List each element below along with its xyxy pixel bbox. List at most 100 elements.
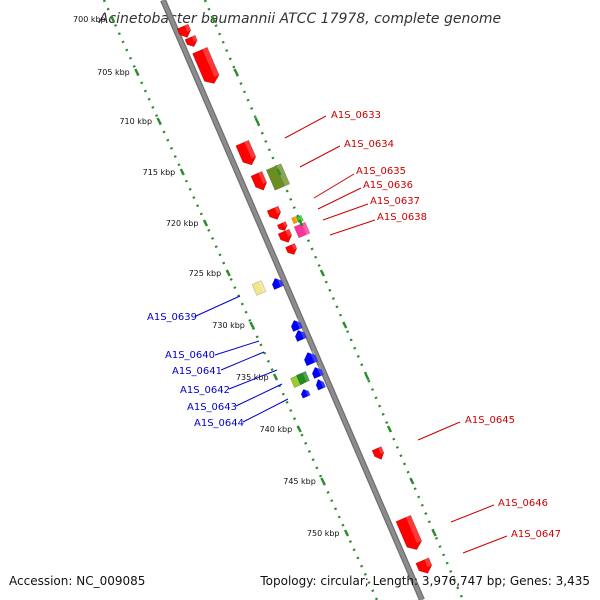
gene-label-leader-line xyxy=(417,421,461,441)
gene-feature-highlight xyxy=(258,280,266,293)
gene-feature-8 xyxy=(276,221,288,232)
tick-label: 735 kbp xyxy=(236,373,269,382)
outer-tick-mark xyxy=(298,219,304,227)
gene-feature-highlight xyxy=(316,365,324,376)
gene-feature-highlight xyxy=(405,515,422,543)
outer-tick-mark xyxy=(276,168,282,176)
inner-tick-mark xyxy=(179,168,185,176)
gene-label-leader-line xyxy=(317,187,362,210)
outer-tick-mark xyxy=(431,529,437,537)
gene-feature-11 xyxy=(293,221,311,239)
gene-feature-26 xyxy=(415,557,433,574)
gene-label-leader-line xyxy=(284,115,327,139)
gene-label: A1S_0642 xyxy=(180,385,230,396)
outer-tick-mark xyxy=(364,373,370,381)
gene-feature-highlight xyxy=(291,243,297,250)
gene-feature-20 xyxy=(315,378,327,391)
gene-label-leader-line xyxy=(220,351,265,371)
gene-feature-12 xyxy=(277,228,293,243)
tick-label: 715 kbp xyxy=(143,168,176,177)
tick-label: 700 kbp xyxy=(73,15,106,24)
gene-feature-highlight xyxy=(258,171,267,184)
gene-label: A1S_0635 xyxy=(356,166,406,177)
gene-label-leader-line xyxy=(299,145,341,168)
gene-label-leader-line xyxy=(235,383,283,407)
genome-summary-text: Topology: circular; Length: 3,976,747 bp… xyxy=(259,574,590,588)
tick-label: 725 kbp xyxy=(189,269,222,278)
tick-label: 705 kbp xyxy=(97,68,130,77)
gene-feature-highlight xyxy=(299,215,304,222)
gene-label: A1S_0633 xyxy=(331,110,381,121)
gene-label: A1S_0637 xyxy=(370,196,420,207)
outer-tick-mark xyxy=(254,117,260,125)
gene-feature-highlight xyxy=(184,24,191,32)
gene-features xyxy=(176,23,433,574)
inner-tick-mark xyxy=(225,269,231,277)
tick-label: 710 kbp xyxy=(119,117,152,126)
gene-label-leader-line xyxy=(242,398,289,423)
gene-feature-highlight xyxy=(274,206,281,214)
gene-feature-highlight xyxy=(282,221,288,227)
outer-tick-mark xyxy=(319,269,326,277)
outer-dotted-guide xyxy=(203,0,465,600)
gene-feature-16 xyxy=(290,320,303,332)
outer-tick-mark xyxy=(233,68,239,76)
outer-tick-mark xyxy=(409,477,415,485)
tick-label: 720 kbp xyxy=(166,219,199,228)
tick-label: 750 kbp xyxy=(307,529,340,538)
gene-feature-19 xyxy=(311,367,324,379)
gene-feature-highlight xyxy=(424,557,432,567)
gene-label: A1S_0646 xyxy=(498,498,548,509)
gene-feature-15 xyxy=(271,278,284,290)
gene-feature-22 xyxy=(296,371,310,385)
gene-label-leader-line xyxy=(313,173,355,199)
inner-tick-mark xyxy=(110,15,116,23)
gene-feature-highlight xyxy=(309,350,318,363)
gene-feature-10 xyxy=(296,214,304,224)
backbone-line xyxy=(161,0,424,600)
inner-tick-mark xyxy=(156,117,162,125)
gene-label: A1S_0643 xyxy=(187,402,237,413)
gene-label-leader-line xyxy=(195,295,241,317)
gene-feature-highlight xyxy=(299,328,307,339)
genome-backbone xyxy=(160,0,425,600)
gene-feature-23 xyxy=(300,388,311,399)
gene-label: A1S_0638 xyxy=(377,212,427,223)
gene-feature-highlight xyxy=(304,387,311,397)
gene-feature-highlight xyxy=(276,163,290,186)
gene-feature-highlight xyxy=(302,371,310,382)
gene-label-leader-line xyxy=(214,340,260,356)
inner-tick-mark xyxy=(249,321,255,329)
gene-label: A1S_0641 xyxy=(172,366,222,377)
gene-feature-14 xyxy=(251,280,267,296)
outer-tick-mark xyxy=(386,425,393,433)
gene-label: A1S_0640 xyxy=(165,350,215,361)
gene-label: A1S_0634 xyxy=(344,139,394,150)
inner-tick-mark xyxy=(320,477,326,485)
gene-feature-highlight xyxy=(319,377,326,389)
gene-feature-highlight xyxy=(202,47,220,77)
gene-label: A1S_0639 xyxy=(147,312,197,323)
gene-feature-highlight xyxy=(301,222,310,235)
gene-feature-18 xyxy=(303,352,319,367)
inner-dotted-guide xyxy=(102,0,379,600)
inner-tick-mark xyxy=(343,529,350,537)
track-guides xyxy=(102,0,465,600)
inner-tick-mark xyxy=(134,68,140,76)
accession-text: Accession: NC_009085 xyxy=(9,574,145,588)
gene-feature-13 xyxy=(285,243,298,255)
tick-label: 730 kbp xyxy=(212,321,245,330)
inner-tick-mark xyxy=(272,373,279,381)
gene-feature-2 xyxy=(184,34,198,47)
gene-label-leader-line xyxy=(450,504,495,523)
gene-feature-highlight xyxy=(276,276,284,287)
outer-tick-mark xyxy=(342,321,348,329)
gene-feature-1 xyxy=(176,23,192,38)
gene-label: A1S_0636 xyxy=(363,180,413,191)
outer-tick-mark xyxy=(210,15,216,23)
gene-feature-highlight xyxy=(285,229,292,237)
tick-label: 745 kbp xyxy=(283,477,316,486)
gene-label: A1S_0645 xyxy=(465,415,515,426)
gene-feature-4 xyxy=(235,139,257,166)
